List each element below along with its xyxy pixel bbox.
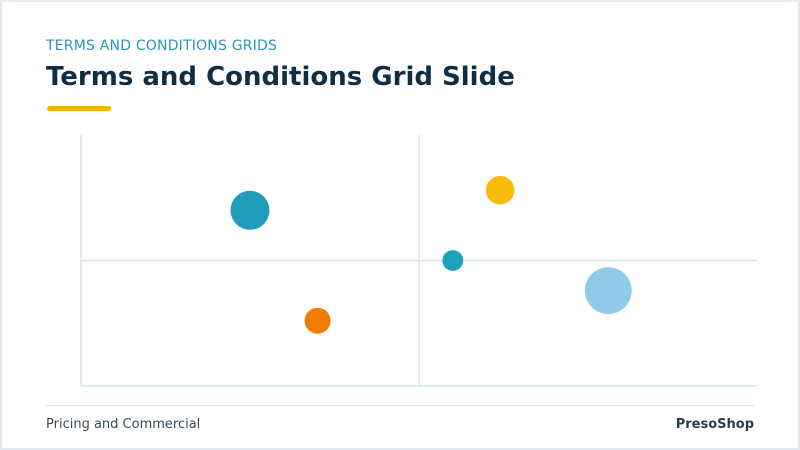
footer-divider [46,405,754,406]
scatter-point-1 [230,190,270,230]
footer-section-label: Pricing and Commercial [46,417,201,432]
scatter-point-3 [485,175,515,205]
scatter-point-4 [442,250,464,271]
scatter-point-2 [304,307,331,334]
footer-brand: PresoShop [675,417,754,432]
slide-title: Terms and Conditions Grid Slide [46,62,515,92]
scatter-point-5 [584,267,632,315]
slide-eyebrow: TERMS AND CONDITIONS GRIDS [46,38,278,54]
title-underline [47,106,111,111]
